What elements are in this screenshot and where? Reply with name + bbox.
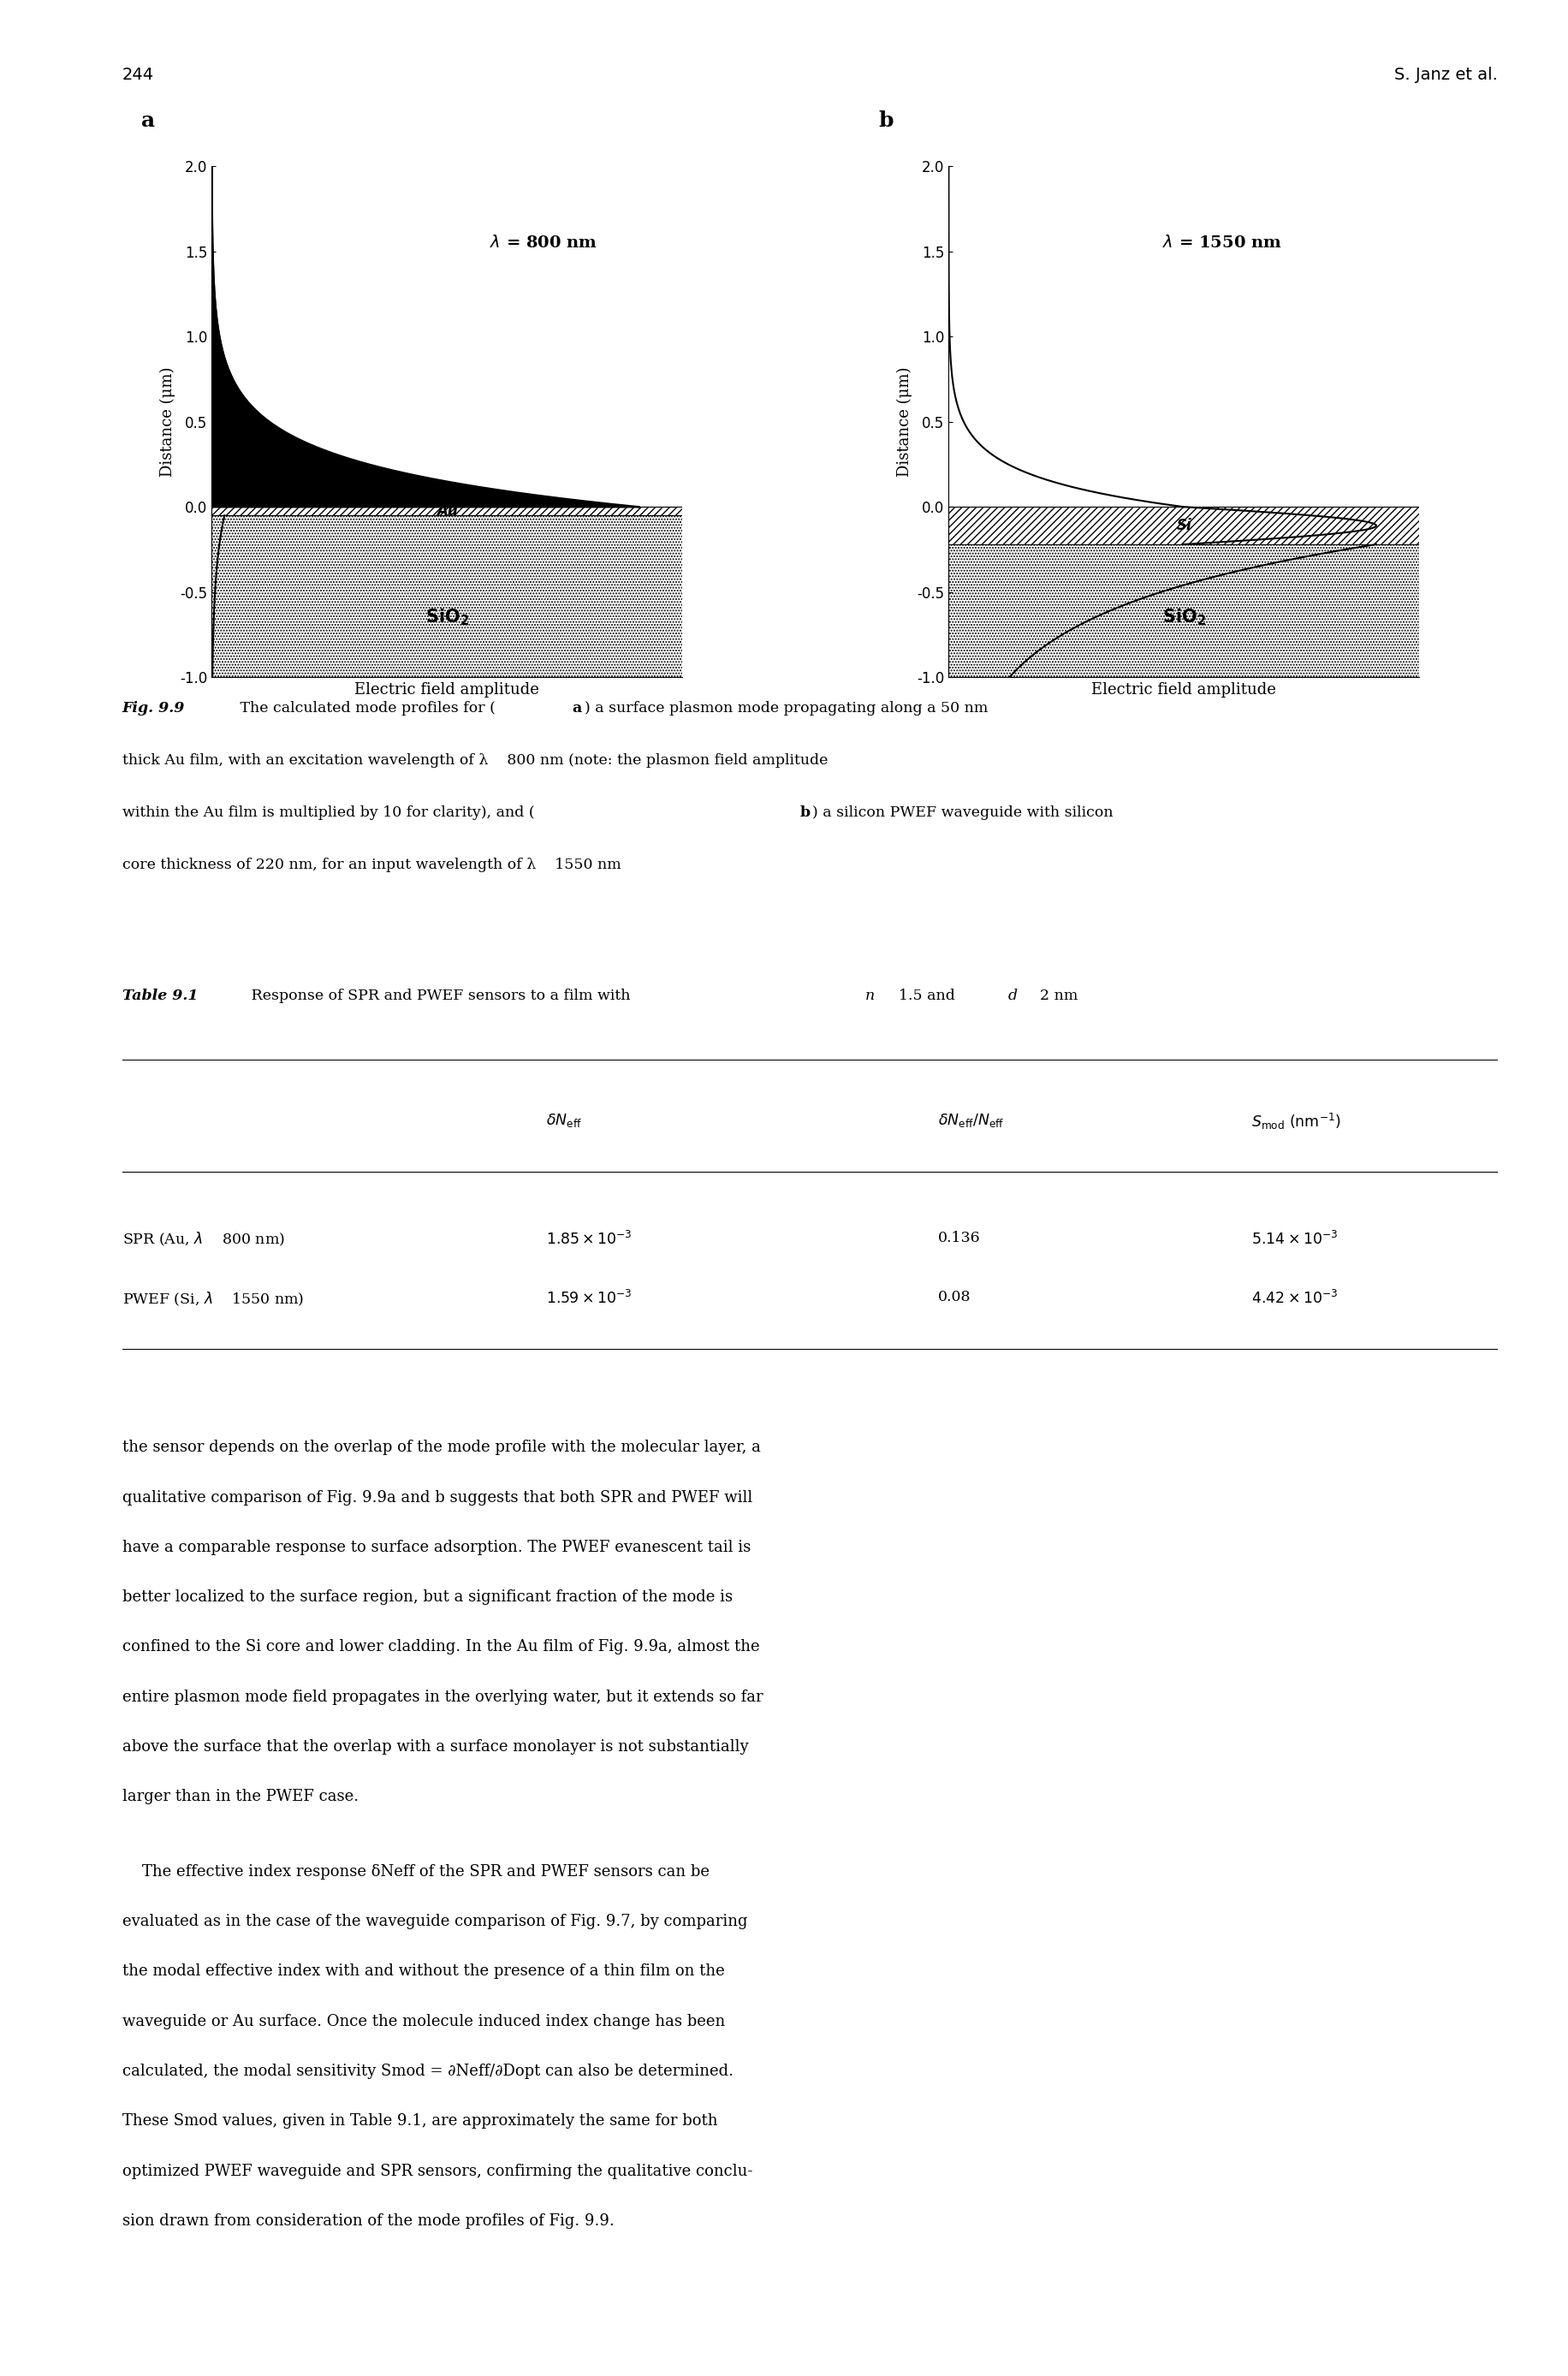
Text: Au: Au: [436, 504, 458, 518]
Text: better localized to the surface region, but a significant fraction of the mode i: better localized to the surface region, …: [122, 1590, 732, 1604]
Text: $\lambda$ = 1550 nm: $\lambda$ = 1550 nm: [1162, 235, 1283, 252]
Bar: [949, 506, 1461, 544]
Text: Response of SPR and PWEF sensors to a film with: Response of SPR and PWEF sensors to a fi…: [246, 988, 635, 1003]
Text: thick Au film, with an excitation wavelength of λ    800 nm (note: the plasmon f: thick Au film, with an excitation wavele…: [122, 753, 828, 767]
Text: $\mathbf{SiO_2}$: $\mathbf{SiO_2}$: [425, 608, 469, 627]
Text: 244: 244: [122, 67, 154, 83]
Text: $\lambda$ = 800 nm: $\lambda$ = 800 nm: [489, 235, 597, 252]
Text: waveguide or Au surface. Once the molecule induced index change has been: waveguide or Au surface. Once the molecu…: [122, 2015, 724, 2029]
Text: n: n: [866, 988, 875, 1003]
Text: $\delta N_{\rm eff}$: $\delta N_{\rm eff}$: [546, 1112, 582, 1129]
Text: a: a: [141, 109, 155, 131]
Text: Table 9.1: Table 9.1: [122, 988, 198, 1003]
Text: 1.5 and: 1.5 and: [880, 988, 960, 1003]
Text: the modal effective index with and without the presence of a thin film on the: the modal effective index with and witho…: [122, 1965, 724, 1979]
Text: a: a: [572, 701, 582, 715]
Text: S. Janz et al.: S. Janz et al.: [1394, 67, 1497, 83]
Text: PWEF (Si, $\lambda$    1550 nm): PWEF (Si, $\lambda$ 1550 nm): [122, 1290, 304, 1307]
Text: $\delta N_{\rm eff}/N_{\rm eff}$: $\delta N_{\rm eff}/N_{\rm eff}$: [938, 1112, 1004, 1129]
Text: ) a silicon PWEF waveguide with silicon: ) a silicon PWEF waveguide with silicon: [812, 805, 1113, 820]
Text: b: b: [878, 109, 894, 131]
Text: the sensor depends on the overlap of the mode profile with the molecular layer, : the sensor depends on the overlap of the…: [122, 1440, 760, 1454]
Bar: [212, 506, 724, 516]
Text: $1.59 \times 10^{-3}$: $1.59 \times 10^{-3}$: [546, 1290, 632, 1307]
Text: ) a surface plasmon mode propagating along a 50 nm: ) a surface plasmon mode propagating alo…: [585, 701, 988, 715]
Text: $S_{\rm mod}\ ({\rm nm}^{-1})$: $S_{\rm mod}\ ({\rm nm}^{-1})$: [1251, 1112, 1341, 1131]
Text: optimized PWEF waveguide and SPR sensors, confirming the qualitative conclu-: optimized PWEF waveguide and SPR sensors…: [122, 2165, 753, 2179]
Text: SPR (Au, $\lambda$    800 nm): SPR (Au, $\lambda$ 800 nm): [122, 1231, 285, 1247]
Text: above the surface that the overlap with a surface monolayer is not substantially: above the surface that the overlap with …: [122, 1739, 748, 1753]
Text: 2 nm: 2 nm: [1021, 988, 1077, 1003]
Text: 0.08: 0.08: [938, 1290, 971, 1304]
Text: confined to the Si core and lower cladding. In the Au film of Fig. 9.9a, almost : confined to the Si core and lower claddi…: [122, 1639, 759, 1654]
Y-axis label: Distance (μm): Distance (μm): [897, 366, 913, 478]
Text: have a comparable response to surface adsorption. The PWEF evanescent tail is: have a comparable response to surface ad…: [122, 1540, 751, 1554]
Text: sion drawn from consideration of the mode profiles of Fig. 9.9.: sion drawn from consideration of the mod…: [122, 2214, 615, 2229]
Text: 0.136: 0.136: [938, 1231, 980, 1245]
Bar: [212, 506, 724, 677]
Text: These Smod values, given in Table 9.1, are approximately the same for both: These Smod values, given in Table 9.1, a…: [122, 2115, 718, 2129]
Text: Fig. 9.9: Fig. 9.9: [122, 701, 185, 715]
X-axis label: Electric field amplitude: Electric field amplitude: [1091, 682, 1276, 696]
Text: calculated, the modal sensitivity Smod = ∂Neff/∂Dopt can also be determined.: calculated, the modal sensitivity Smod =…: [122, 2065, 734, 2079]
Text: $1.85 \times 10^{-3}$: $1.85 \times 10^{-3}$: [546, 1231, 632, 1247]
Text: entire plasmon mode field propagates in the overlying water, but it extends so f: entire plasmon mode field propagates in …: [122, 1689, 764, 1704]
Text: evaluated as in the case of the waveguide comparison of Fig. 9.7, by comparing: evaluated as in the case of the waveguid…: [122, 1915, 748, 1929]
Text: core thickness of 220 nm, for an input wavelength of λ    1550 nm: core thickness of 220 nm, for an input w…: [122, 858, 621, 872]
Bar: [949, 506, 1461, 677]
Text: qualitative comparison of Fig. 9.9a and b suggests that both SPR and PWEF will: qualitative comparison of Fig. 9.9a and …: [122, 1490, 753, 1504]
Text: $5.14 \times 10^{-3}$: $5.14 \times 10^{-3}$: [1251, 1231, 1338, 1247]
Text: Si: Si: [1176, 518, 1192, 532]
Text: $4.42 \times 10^{-3}$: $4.42 \times 10^{-3}$: [1251, 1290, 1338, 1307]
Y-axis label: Distance (μm): Distance (μm): [160, 366, 176, 478]
Text: within the Au film is multiplied by 10 for clarity), and (: within the Au film is multiplied by 10 f…: [122, 805, 535, 820]
X-axis label: Electric field amplitude: Electric field amplitude: [354, 682, 539, 696]
Text: $\mathbf{SiO_2}$: $\mathbf{SiO_2}$: [1162, 608, 1206, 627]
Text: b: b: [800, 805, 811, 820]
Text: larger than in the PWEF case.: larger than in the PWEF case.: [122, 1789, 359, 1803]
Text: The effective index response δNeff of the SPR and PWEF sensors can be: The effective index response δNeff of th…: [122, 1865, 709, 1879]
Text: The calculated mode profiles for (: The calculated mode profiles for (: [235, 701, 495, 715]
Text: d: d: [1008, 988, 1018, 1003]
